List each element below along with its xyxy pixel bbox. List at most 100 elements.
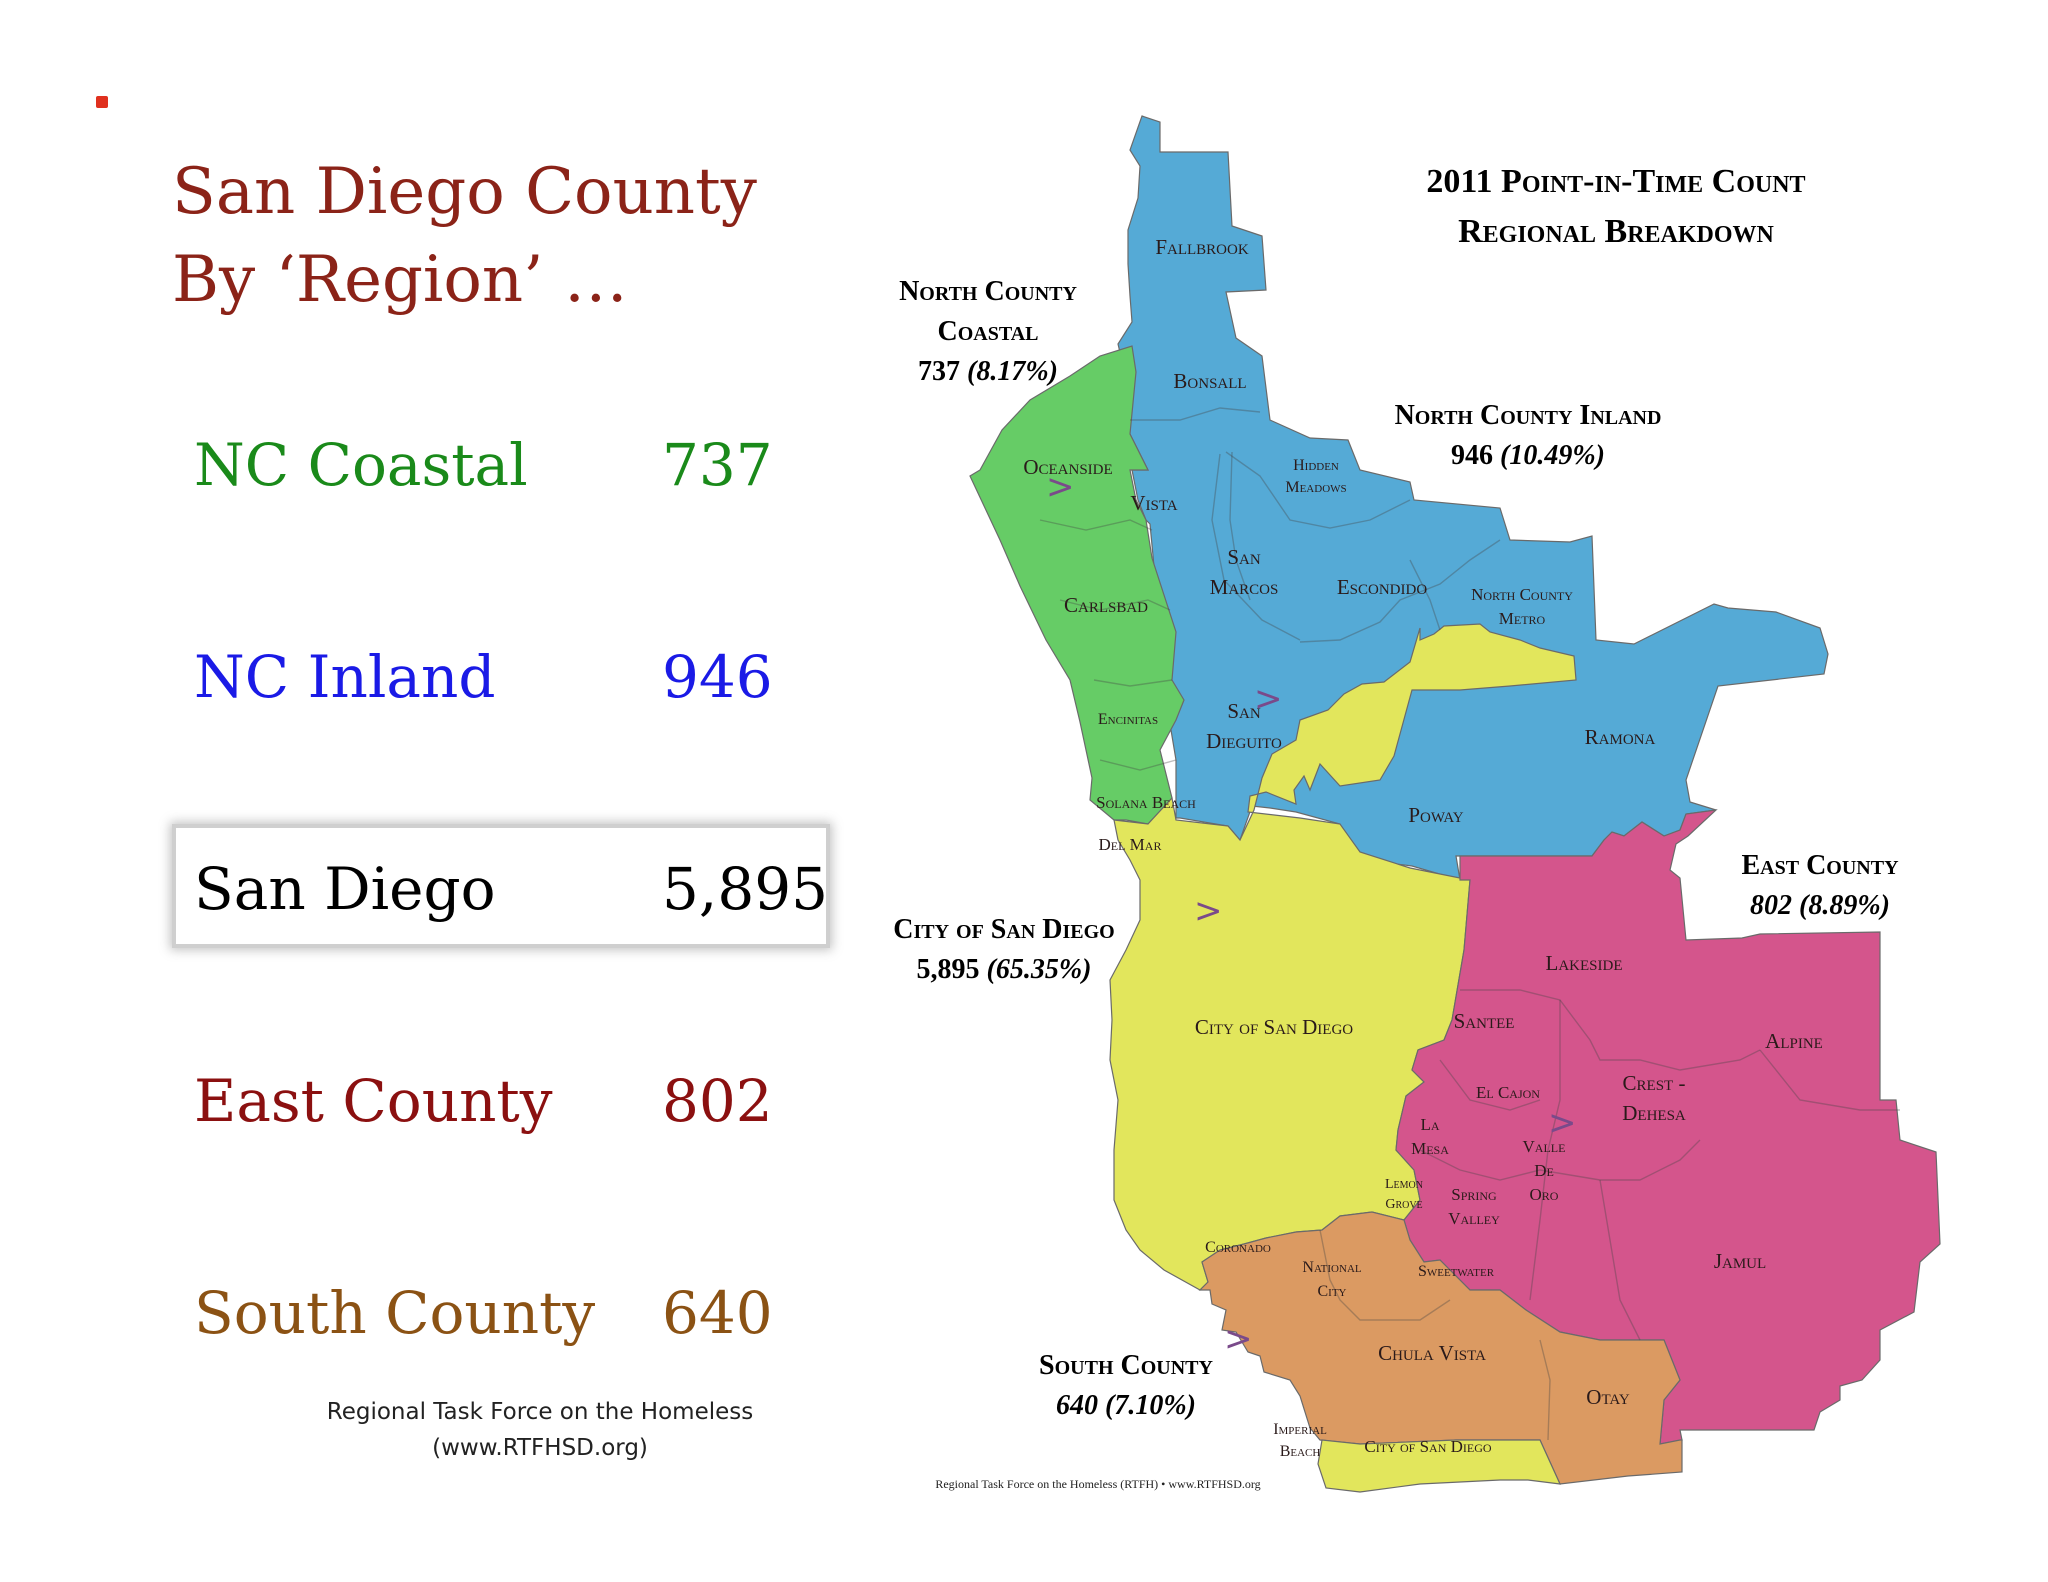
region-name: South County (194, 1279, 596, 1347)
region-count: 802 (662, 1067, 773, 1135)
region-row-east-county: East County 802 (194, 1056, 814, 1146)
place-el-cajon: El Cajon (1476, 1083, 1540, 1102)
place-valle-2: De (1534, 1161, 1554, 1180)
region-south (1198, 1211, 1683, 1485)
stat-percent: (10.49%) (1500, 440, 1605, 471)
place-fallbrook: Fallbrook (1155, 235, 1249, 259)
region-map: 2011 Point-in-Time Count Regional Breakd… (893, 115, 1941, 1493)
label-south: South County (1039, 1350, 1213, 1381)
arrow-icon: > (1224, 1319, 1253, 1359)
stat-value: 737 (918, 356, 960, 387)
stat-south: 640 (7.10%) (1056, 1390, 1196, 1421)
place-solana-beach: Solana Beach (1096, 793, 1196, 812)
slide-title: San Diego County By ‘Region’ … (172, 148, 757, 324)
place-nc-metro-1: North County (1471, 585, 1573, 604)
place-hidden-2: Meadows (1285, 479, 1346, 496)
place-ramona: Ramona (1585, 725, 1656, 749)
place-crest-2: Dehesa (1622, 1101, 1686, 1125)
region-name: East County (194, 1067, 553, 1135)
place-del-mar: Del Mar (1099, 835, 1162, 854)
community-boundary (1599, 1179, 1641, 1341)
community-boundary (1130, 407, 1261, 421)
community-boundary (1093, 679, 1173, 687)
place-santee: Santee (1454, 1009, 1515, 1033)
region-city-sd-south (1317, 1439, 1561, 1493)
place-poway: Poway (1408, 803, 1463, 827)
stat-value: 5,895 (917, 954, 980, 985)
community-boundary (1099, 759, 1177, 771)
place-lemon-1: Lemon (1385, 1177, 1423, 1192)
stat-percent: (8.89%) (1799, 890, 1890, 921)
community-boundary (1299, 539, 1501, 643)
community-boundary (1319, 1229, 1451, 1321)
arrow-icon: > (1548, 1103, 1577, 1143)
place-crest-1: Crest - (1623, 1071, 1686, 1095)
place-coronado: Coronado (1205, 1239, 1271, 1256)
region-row-san-diego: San Diego 5,895 (194, 844, 828, 934)
community-boundary (1225, 451, 1411, 529)
stat-nc-inland: 946 (10.49%) (1451, 440, 1605, 471)
community-boundary (1759, 1049, 1900, 1111)
place-chula-vista: Chula Vista (1378, 1341, 1486, 1365)
place-spring-2: Valley (1448, 1209, 1500, 1228)
place-imperial-1: Imperial (1273, 1421, 1327, 1438)
region-row-nc-inland: NC Inland 946 (194, 632, 814, 722)
place-san-marcos-1: San (1227, 545, 1261, 569)
stat-nc-coastal: 737 (8.17%) (918, 356, 1058, 387)
region-city-sd (1109, 623, 1577, 1291)
source-credit: Regional Task Force on the Homeless (www… (300, 1394, 780, 1466)
label-east: East County (1741, 850, 1899, 881)
title-line-2: By ‘Region’ … (172, 243, 628, 317)
place-carlsbad: Carlsbad (1064, 593, 1148, 617)
credit-line-2: (www.RTFHSD.org) (432, 1435, 648, 1461)
region-row-nc-coastal: NC Coastal 737 (194, 420, 814, 510)
region-count: 737 (662, 431, 773, 499)
region-name: NC Inland (194, 643, 496, 711)
region-row-south-county: South County 640 (194, 1268, 814, 1358)
map-title-line-2: Regional Breakdown (1458, 213, 1774, 250)
map-footer: Regional Task Force on the Homeless (RTF… (935, 1477, 1260, 1491)
place-imperial-2: Beach (1280, 1443, 1321, 1460)
region-count: 5,895 (662, 855, 829, 923)
stat-value: 640 (1056, 1390, 1098, 1421)
place-la-mesa-2: Mesa (1411, 1139, 1449, 1158)
place-bonsall: Bonsall (1173, 369, 1246, 393)
place-san-marcos-2: Marcos (1210, 575, 1279, 599)
stat-percent: (65.35%) (987, 954, 1092, 985)
place-escondido: Escondido (1337, 575, 1428, 599)
community-boundary (1539, 1339, 1551, 1441)
community-boundary (1529, 1000, 1561, 1301)
stat-percent: (7.10%) (1105, 1390, 1196, 1421)
map-title-line-1: 2011 Point-in-Time Count (1426, 163, 1805, 200)
region-nc-coastal (969, 345, 1185, 825)
label-nc-coastal-line-2: Coastal (938, 316, 1039, 347)
region-name: San Diego (194, 855, 496, 923)
region-count: 640 (662, 1279, 773, 1347)
stat-percent: (8.17%) (967, 356, 1058, 387)
community-boundary (1211, 453, 1301, 641)
stat-value: 802 (1750, 890, 1792, 921)
arrow-icon: > (1194, 891, 1223, 931)
place-national-2: City (1318, 1283, 1347, 1300)
label-city-sd: City of San Diego (893, 914, 1114, 945)
stat-value: 946 (1451, 440, 1493, 471)
community-boundary (1419, 1139, 1701, 1181)
place-vista: Vista (1130, 491, 1177, 515)
slide-bullet (96, 96, 108, 108)
place-la-mesa-1: La (1420, 1115, 1439, 1134)
community-boundary (1409, 559, 1441, 631)
place-encinitas: Encinitas (1098, 711, 1158, 728)
community-boundary (1039, 519, 1153, 531)
place-city-sd-south: City of San Diego (1364, 1437, 1491, 1456)
place-city-sd: City of San Diego (1195, 1015, 1353, 1039)
place-lemon-2: Grove (1385, 1197, 1422, 1212)
community-boundary (1059, 599, 1171, 611)
arrow-icon: > (1254, 679, 1283, 719)
credit-line-1: Regional Task Force on the Homeless (326, 1399, 754, 1425)
place-nc-metro-2: Metro (1499, 609, 1546, 628)
place-hidden-1: Hidden (1293, 457, 1339, 474)
community-boundary (1229, 451, 1251, 601)
region-count: 946 (662, 643, 773, 711)
place-jamul: Jamul (1714, 1249, 1766, 1273)
region-east (1395, 809, 1941, 1445)
